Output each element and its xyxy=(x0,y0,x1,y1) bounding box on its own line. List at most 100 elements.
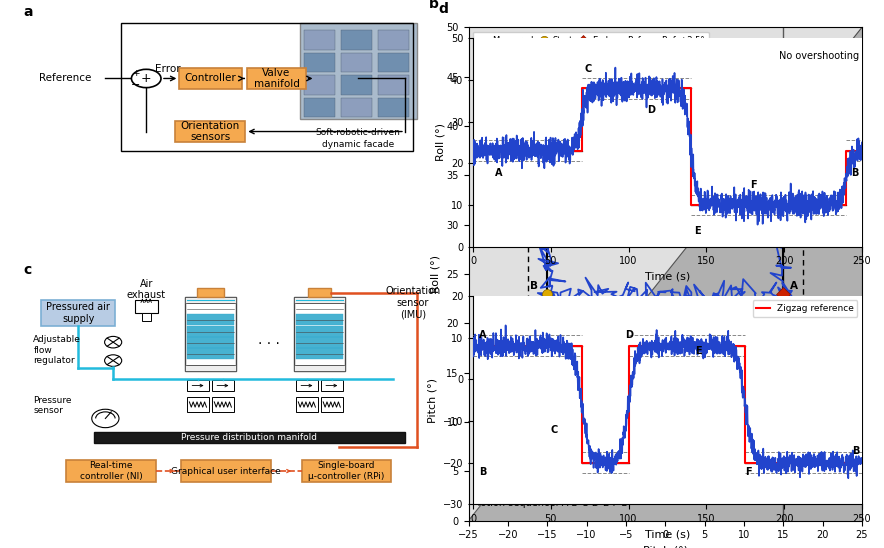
Polygon shape xyxy=(469,27,862,521)
Y-axis label: Roll (°): Roll (°) xyxy=(435,123,446,162)
Text: No overshooting: No overshooting xyxy=(779,51,858,61)
Polygon shape xyxy=(469,274,862,521)
FancyBboxPatch shape xyxy=(248,68,306,89)
Bar xyxy=(294,298,345,303)
Point xyxy=(540,289,554,298)
Text: Motion sequence: A-B-C-D-E-F-B: Motion sequence: A-B-C-D-E-F-B xyxy=(472,498,629,508)
Text: F: F xyxy=(745,467,751,477)
Bar xyxy=(340,75,372,95)
Text: D: D xyxy=(625,329,634,340)
Bar xyxy=(377,53,408,72)
FancyBboxPatch shape xyxy=(66,460,156,482)
Bar xyxy=(187,326,233,336)
Text: Pressured air
supply: Pressured air supply xyxy=(46,302,110,324)
Bar xyxy=(296,397,317,412)
Bar xyxy=(212,380,233,391)
Text: C: C xyxy=(585,64,592,73)
Bar xyxy=(294,298,345,371)
Bar xyxy=(197,288,224,298)
Bar xyxy=(340,31,372,50)
Circle shape xyxy=(104,355,122,367)
Text: A: A xyxy=(789,281,797,291)
Bar xyxy=(187,397,209,412)
Text: B: B xyxy=(530,281,537,291)
FancyBboxPatch shape xyxy=(42,300,115,327)
Y-axis label: Roll (°): Roll (°) xyxy=(431,255,441,293)
Text: Orientation
sensors: Orientation sensors xyxy=(180,121,240,142)
Circle shape xyxy=(92,409,119,427)
Polygon shape xyxy=(469,27,862,521)
Text: E: E xyxy=(694,226,700,236)
FancyBboxPatch shape xyxy=(179,68,241,89)
Bar xyxy=(321,380,343,391)
Text: E: E xyxy=(787,429,795,439)
Text: Pressure distribution manifold: Pressure distribution manifold xyxy=(181,433,317,442)
Text: Real-time
controller (NI): Real-time controller (NI) xyxy=(80,461,142,481)
X-axis label: Time (s): Time (s) xyxy=(644,529,690,539)
Text: D: D xyxy=(787,133,796,143)
Text: Pressure
sensor: Pressure sensor xyxy=(34,396,72,415)
Text: Adjustable
flow
regulator: Adjustable flow regulator xyxy=(34,335,81,365)
Bar xyxy=(304,98,335,117)
Text: D: D xyxy=(647,105,655,115)
Bar xyxy=(296,315,343,326)
Text: Reference: Reference xyxy=(39,73,92,83)
Text: A: A xyxy=(479,329,487,340)
Text: Error: Error xyxy=(155,64,180,74)
Text: B: B xyxy=(852,446,860,456)
Bar xyxy=(296,348,343,359)
Bar xyxy=(141,313,151,321)
Zigzag reference xyxy=(740,342,751,349)
Text: C: C xyxy=(551,425,558,435)
Y-axis label: Pitch (°): Pitch (°) xyxy=(427,378,438,423)
Bar xyxy=(212,397,233,412)
Text: A: A xyxy=(495,168,502,178)
Zigzag reference xyxy=(623,342,634,349)
Bar xyxy=(304,53,335,72)
Text: Soft-robotic-driven: Soft-robotic-driven xyxy=(316,128,400,137)
Text: +: + xyxy=(132,68,140,78)
Bar xyxy=(296,337,343,348)
Text: F: F xyxy=(750,180,757,190)
Point xyxy=(776,289,790,298)
Bar xyxy=(94,432,405,443)
Legend: Zigzag reference: Zigzag reference xyxy=(752,300,857,317)
Bar xyxy=(187,337,233,348)
Zigzag reference xyxy=(857,459,867,466)
Text: Controller: Controller xyxy=(185,73,236,83)
Bar xyxy=(304,31,335,50)
Circle shape xyxy=(132,69,161,88)
Bar xyxy=(340,98,372,117)
Zigzag reference xyxy=(623,459,634,466)
Text: c: c xyxy=(24,263,32,277)
Legend: Measured, Start, End, Ref., Ref. ±2.5°: Measured, Start, End, Ref., Ref. ±2.5° xyxy=(473,32,709,49)
Bar xyxy=(187,348,233,359)
Bar xyxy=(187,315,233,326)
Line: Zigzag reference: Zigzag reference xyxy=(473,346,862,463)
FancyBboxPatch shape xyxy=(301,460,392,482)
Bar xyxy=(377,98,408,117)
Bar xyxy=(134,300,158,313)
Text: Orientation
sensor
(IMU): Orientation sensor (IMU) xyxy=(385,286,441,319)
Bar xyxy=(294,366,345,371)
Bar xyxy=(296,380,317,391)
Bar xyxy=(340,53,372,72)
Bar xyxy=(304,75,335,95)
FancyBboxPatch shape xyxy=(175,121,246,142)
Bar xyxy=(377,31,408,50)
Bar xyxy=(187,380,209,391)
Text: −: − xyxy=(131,79,141,89)
Text: Graphical user interface: Graphical user interface xyxy=(171,466,281,476)
Bar xyxy=(321,397,343,412)
Bar xyxy=(185,366,236,371)
Text: +: + xyxy=(141,72,151,85)
Text: b: b xyxy=(430,0,439,10)
Bar xyxy=(185,298,236,303)
Bar xyxy=(377,75,408,95)
Text: Valve
manifold: Valve manifold xyxy=(254,67,300,89)
Text: d: d xyxy=(438,2,448,16)
Text: B: B xyxy=(479,467,486,477)
X-axis label: Time (s): Time (s) xyxy=(644,272,690,282)
Text: E: E xyxy=(696,346,702,356)
Bar xyxy=(308,288,331,298)
